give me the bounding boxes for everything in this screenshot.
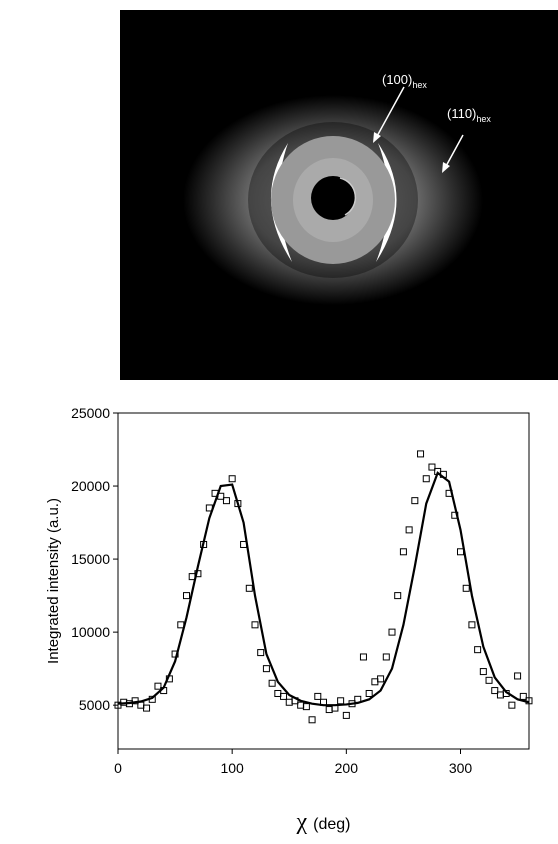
data-point — [245, 584, 253, 592]
data-point — [405, 526, 413, 534]
data-point — [411, 497, 419, 505]
data-point — [371, 678, 379, 686]
plot-frame — [117, 412, 530, 750]
data-point — [508, 701, 516, 709]
data-point — [399, 548, 407, 556]
data-point — [394, 592, 402, 600]
x-tick-label: 300 — [449, 760, 473, 776]
data-point — [365, 689, 373, 697]
data-point — [428, 463, 436, 471]
data-point — [491, 687, 499, 695]
annotations: (100)hex(110)hex — [382, 72, 491, 124]
data-point — [274, 689, 282, 697]
annotation-text: (100) — [382, 72, 412, 87]
data-point — [177, 621, 185, 629]
data-point — [228, 475, 236, 483]
y-tick-label: 20000 — [71, 478, 110, 494]
annotation: (110)hex — [447, 106, 491, 124]
data-point — [417, 450, 425, 458]
x-tick-label: 200 — [335, 760, 359, 776]
data-point — [337, 697, 345, 705]
data-point — [251, 621, 259, 629]
x-tick-label: 0 — [114, 760, 122, 776]
data-point — [143, 704, 151, 712]
annotation: (100)hex — [382, 72, 427, 90]
data-point — [325, 706, 333, 714]
diffraction-image — [120, 10, 558, 380]
data-point — [388, 628, 396, 636]
y-tick-label: 15000 — [71, 551, 110, 567]
x-axis-label: χ (deg) — [295, 809, 350, 835]
data-point — [519, 692, 527, 700]
data-point — [479, 668, 487, 676]
fit-line — [117, 471, 530, 707]
data-point — [280, 692, 288, 700]
annotation-subscript: hex — [412, 80, 427, 90]
data-point — [462, 584, 470, 592]
data-point — [137, 701, 145, 709]
data-point — [496, 691, 504, 699]
data-point — [359, 653, 367, 661]
data-point — [377, 675, 385, 683]
data-point — [342, 711, 350, 719]
data-point — [422, 475, 430, 483]
data-point — [262, 665, 270, 673]
x-tick-label: 100 — [220, 760, 244, 776]
y-axis-label: Integrated intensity (a.u.) — [45, 498, 62, 664]
data-point — [468, 621, 476, 629]
data-point — [474, 646, 482, 654]
y-tick-label: 5000 — [79, 697, 110, 713]
data-point — [297, 701, 305, 709]
data-point — [302, 703, 310, 711]
data-point — [154, 682, 162, 690]
annotation-text: (110) — [447, 106, 476, 121]
data-point — [457, 548, 464, 556]
plot: 5000 10000 15000 20000 25000 0 100 200 300 Integr… — [45, 405, 533, 835]
data-point — [285, 698, 293, 706]
data-point — [222, 497, 230, 505]
data-point — [257, 649, 265, 657]
data-point — [314, 692, 322, 700]
data-point — [485, 676, 493, 684]
y-tick-label: 10000 — [71, 624, 110, 640]
data-point — [514, 672, 522, 680]
data-point — [268, 679, 276, 687]
data-point — [183, 592, 190, 600]
y-tick-label: 25000 — [71, 405, 110, 421]
data-point — [382, 653, 390, 661]
x-axis-symbol: χ — [295, 809, 307, 835]
annotation-subscript: hex — [476, 114, 491, 124]
data-point — [308, 716, 316, 724]
x-axis-unit: (deg) — [313, 816, 350, 833]
